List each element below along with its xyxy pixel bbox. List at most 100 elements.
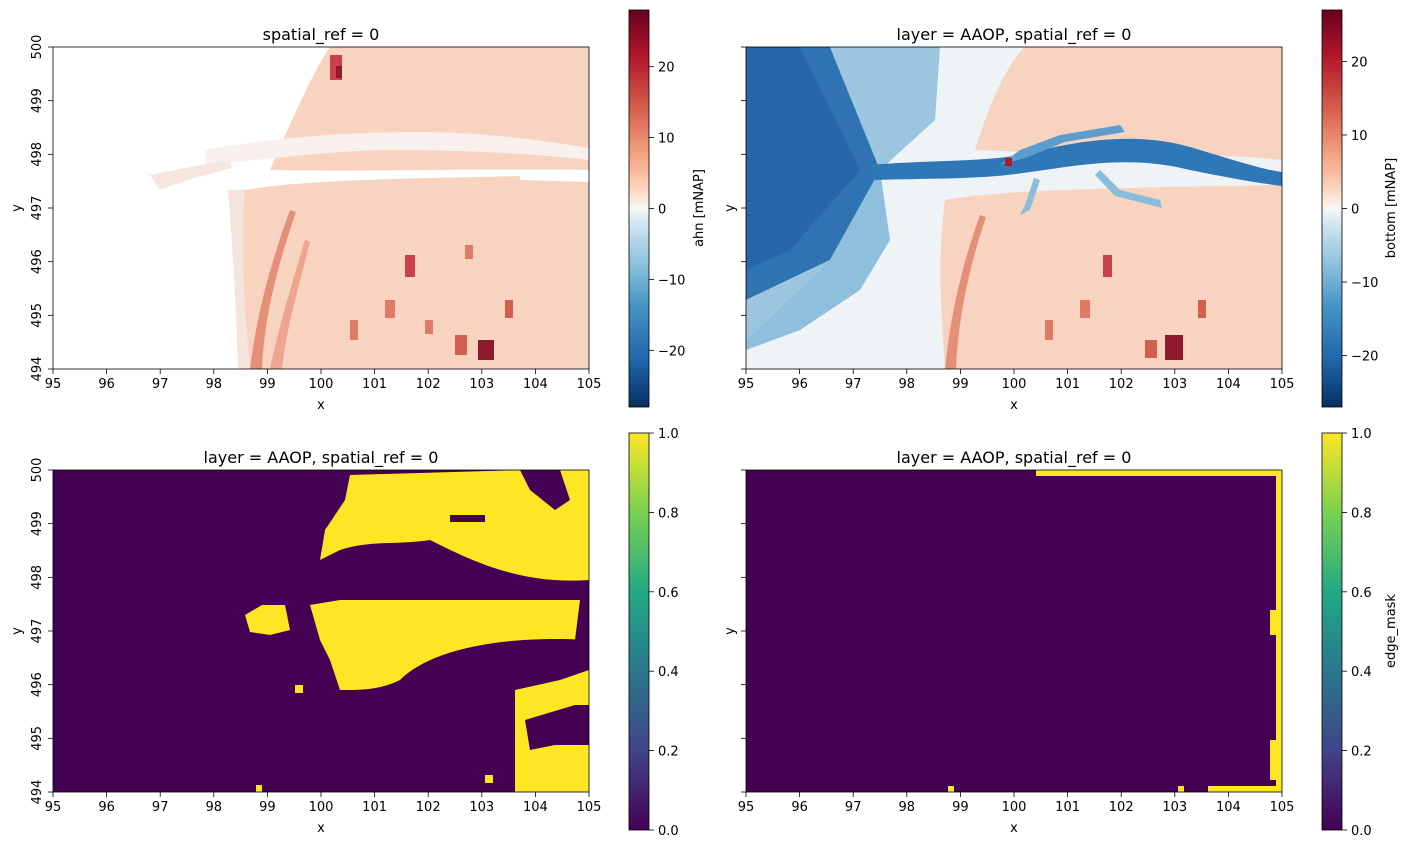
ahn-colorbar [629, 10, 649, 407]
colorbar-tick-label: 0 [1351, 203, 1359, 218]
colorbar-tick-label: 0 [658, 203, 666, 218]
colorbar-tick-label: 10 [1351, 129, 1368, 144]
colorbar-tick-label: −20 [1351, 350, 1378, 365]
edge-mask-colorbar-label: edge_mask [1384, 594, 1399, 668]
y-tick-label: 499 [30, 511, 45, 536]
panel-ahn-title: spatial_ref = 0 [263, 25, 380, 45]
colorbar-tick-label: −20 [658, 344, 685, 359]
y-tick-label: 500 [30, 35, 45, 60]
x-tick-label: 101 [362, 377, 387, 392]
x-tick-label: 100 [309, 377, 334, 392]
y-tick-label: 497 [30, 196, 45, 221]
colorbar-tick-label: 1.0 [1351, 427, 1372, 442]
y-tick-label: 498 [30, 142, 45, 167]
colorbar-tick-label: 20 [1351, 55, 1368, 70]
bottom-colorbar-label: bottom [mNAP] [1384, 158, 1399, 258]
x-tick-label: 99 [952, 800, 969, 815]
y-tick-label: 500 [30, 458, 45, 483]
colorbar-tick-label: 0.2 [658, 745, 679, 760]
x-tick-label: 102 [1109, 800, 1134, 815]
y-tick-label: 496 [30, 672, 45, 697]
x-tick-label: 103 [1162, 377, 1187, 392]
x-tick-label: 95 [45, 377, 62, 392]
panel-mask-title: layer = AAOP, spatial_ref = 0 [204, 448, 439, 468]
x-tick-label: 103 [1162, 800, 1187, 815]
x-tick-label: 95 [738, 377, 755, 392]
colorbar-tick-label: 0.6 [658, 586, 679, 601]
bottom-colorbar [1322, 10, 1342, 407]
ahn-colorbar-ticks: 20 10 0 −10 −20 [649, 61, 685, 360]
edge-mask-xaxis: 95 96 97 98 99 100 101 102 103 104 105 [738, 792, 1295, 815]
mask-xlabel: x [317, 821, 325, 836]
colorbar-tick-label: 0.0 [1351, 824, 1372, 839]
x-tick-label: 100 [1002, 800, 1027, 815]
bottom-xlabel: x [1010, 398, 1018, 413]
x-tick-label: 104 [1216, 800, 1241, 815]
y-tick-label: 498 [30, 565, 45, 590]
x-tick-label: 104 [523, 800, 548, 815]
x-tick-label: 100 [309, 800, 334, 815]
y-tick-label: 495 [30, 726, 45, 751]
x-tick-label: 97 [845, 800, 862, 815]
mask-colorbar-ticks: 1.0 0.8 0.6 0.4 0.2 0.0 [649, 427, 679, 839]
x-tick-label: 97 [152, 377, 169, 392]
y-tick-label: 495 [30, 303, 45, 328]
x-tick-label: 98 [206, 377, 223, 392]
panel-bottom: layer = AAOP, spatial_ref = 0 [723, 10, 1399, 413]
ahn-xaxis: 95 96 97 98 99 100 101 102 103 104 105 [45, 369, 602, 392]
colorbar-tick-label: 0.2 [1351, 745, 1372, 760]
x-tick-label: 104 [1216, 377, 1241, 392]
bottom-xaxis: 95 96 97 98 99 100 101 102 103 104 105 [738, 369, 1295, 392]
colorbar-tick-label: 1.0 [658, 427, 679, 442]
x-tick-label: 99 [952, 377, 969, 392]
x-tick-label: 101 [1055, 800, 1080, 815]
colorbar-tick-label: 0.6 [1351, 586, 1372, 601]
y-tick-label: 499 [30, 88, 45, 113]
x-tick-label: 98 [899, 800, 916, 815]
y-tick-label: 497 [30, 619, 45, 644]
panel-bottom-title: layer = AAOP, spatial_ref = 0 [897, 25, 1132, 45]
edge-mask-colorbar-ticks: 1.0 0.8 0.6 0.4 0.2 0.0 [1342, 427, 1372, 839]
colorbar-tick-label: 0.4 [658, 665, 679, 680]
x-tick-label: 98 [206, 800, 223, 815]
colorbar-tick-label: −10 [1351, 276, 1378, 291]
ahn-yaxis: 494 495 496 497 498 499 500 [30, 35, 53, 382]
edge-mask-heatmap-image [746, 470, 1282, 792]
x-tick-label: 101 [362, 800, 387, 815]
ahn-xlabel: x [317, 398, 325, 413]
mask-heatmap-image [53, 470, 589, 792]
ahn-ylabel: y [10, 204, 25, 212]
bottom-colorbar-ticks: 20 10 0 −10 −20 [1342, 55, 1378, 364]
x-tick-label: 104 [523, 377, 548, 392]
x-tick-label: 95 [738, 800, 755, 815]
x-tick-label: 96 [791, 377, 808, 392]
bottom-heatmap-image [746, 47, 1282, 369]
x-tick-label: 98 [899, 377, 916, 392]
x-tick-label: 102 [416, 377, 441, 392]
edge-mask-ylabel: y [723, 627, 738, 635]
ahn-colorbar-label: ahn [mNAP] [692, 169, 707, 247]
edge-mask-xlabel: x [1010, 821, 1018, 836]
bottom-yaxis [741, 47, 746, 369]
x-tick-label: 99 [259, 800, 276, 815]
bottom-ylabel: y [723, 204, 738, 212]
x-tick-label: 105 [1270, 800, 1295, 815]
ahn-heatmap-image [53, 47, 589, 369]
x-tick-label: 97 [845, 377, 862, 392]
x-tick-label: 103 [469, 377, 494, 392]
panel-edge-mask: layer = AAOP, spatial_ref = 0 95 96 97 98 99… [723, 427, 1399, 839]
colorbar-tick-label: 0.4 [1351, 665, 1372, 680]
mask-xaxis: 95 96 97 98 99 100 101 102 103 104 105 [45, 792, 602, 815]
colorbar-tick-label: 0.8 [658, 506, 679, 521]
x-tick-label: 97 [152, 800, 169, 815]
x-tick-label: 96 [791, 800, 808, 815]
edge-mask-yaxis [741, 470, 746, 792]
colorbar-tick-label: 0.0 [658, 824, 679, 839]
mask-ylabel: y [10, 627, 25, 635]
y-tick-label: 496 [30, 249, 45, 274]
y-tick-label: 494 [30, 780, 45, 805]
x-tick-label: 96 [98, 377, 115, 392]
x-tick-label: 102 [1109, 377, 1134, 392]
x-tick-label: 105 [577, 377, 602, 392]
